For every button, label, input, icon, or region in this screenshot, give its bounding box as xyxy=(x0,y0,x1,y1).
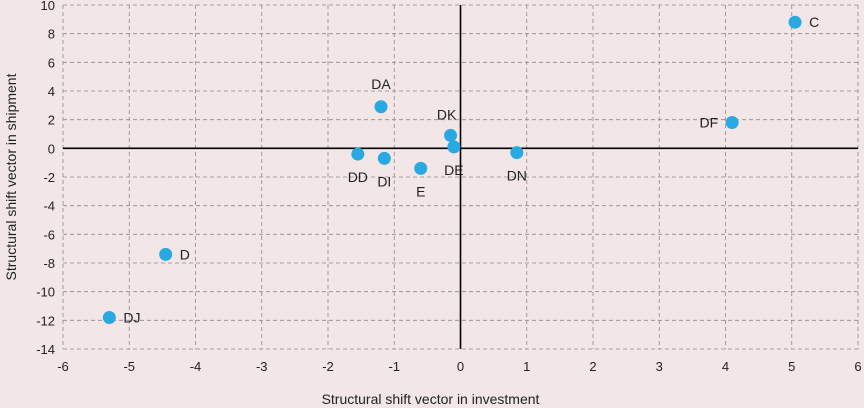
y-tick-label: -14 xyxy=(36,342,55,357)
x-tick-label: -2 xyxy=(322,359,334,374)
data-point-da xyxy=(374,100,388,114)
point-labels: C DF DA DK DE DN DD DI E D DJ xyxy=(123,14,819,325)
y-axis-title: Structural shift vector in shipment xyxy=(3,73,19,280)
data-point-dd xyxy=(351,147,365,161)
x-tick-label: 4 xyxy=(722,359,729,374)
data-point-df xyxy=(725,116,739,130)
point-label-da: DA xyxy=(371,76,391,92)
point-label-dn: DN xyxy=(507,168,527,184)
y-tick-label: -6 xyxy=(43,227,55,242)
data-point-de xyxy=(447,140,461,154)
data-point-di xyxy=(377,151,391,165)
data-point-dj xyxy=(102,310,116,324)
x-axis-title: Structural shift vector in investment xyxy=(322,391,540,407)
point-label-di: DI xyxy=(377,173,391,189)
point-label-dj: DJ xyxy=(123,309,140,325)
point-label-dk: DK xyxy=(437,106,457,122)
y-tick-label: 8 xyxy=(48,27,55,42)
x-tick-label: 2 xyxy=(589,359,596,374)
x-tick-label: 5 xyxy=(788,359,795,374)
y-tick-label: -8 xyxy=(43,256,55,271)
y-tick-label: -2 xyxy=(43,170,55,185)
y-tick-label: 0 xyxy=(48,141,55,156)
y-tick-label: -12 xyxy=(36,313,55,328)
data-point-dn xyxy=(510,146,524,160)
x-tick-label: -6 xyxy=(57,359,69,374)
tick-labels: -6 -5 -4 -3 -2 -1 0 1 2 3 4 5 6-14-12-10-8-6-4-20246… xyxy=(36,0,861,374)
y-tick-label: 10 xyxy=(41,0,55,13)
data-points xyxy=(102,15,802,324)
point-label-dd: DD xyxy=(348,169,368,185)
point-label-d: D xyxy=(180,246,190,262)
axes xyxy=(63,5,858,349)
point-label-df: DF xyxy=(699,115,718,131)
x-tick-label: 6 xyxy=(854,359,861,374)
x-tick-label: -3 xyxy=(256,359,268,374)
x-tick-label: -5 xyxy=(123,359,135,374)
y-tick-label: -4 xyxy=(43,199,55,214)
y-tick-label: 2 xyxy=(48,113,55,128)
y-tick-label: -10 xyxy=(36,285,55,300)
gridlines xyxy=(62,4,859,350)
data-point-d xyxy=(159,247,173,261)
data-point-e xyxy=(414,161,428,175)
x-tick-label: 0 xyxy=(457,359,464,374)
x-tick-label: 3 xyxy=(656,359,663,374)
x-tick-label: -4 xyxy=(190,359,202,374)
point-label-c: C xyxy=(809,14,819,30)
data-point-c xyxy=(788,15,802,29)
point-label-e: E xyxy=(416,183,425,199)
y-tick-label: 4 xyxy=(48,84,55,99)
y-tick-label: 6 xyxy=(48,55,55,70)
data-point-dk xyxy=(444,128,458,142)
x-tick-label: 1 xyxy=(523,359,530,374)
point-label-de: DE xyxy=(444,162,463,178)
x-tick-label: -1 xyxy=(388,359,400,374)
